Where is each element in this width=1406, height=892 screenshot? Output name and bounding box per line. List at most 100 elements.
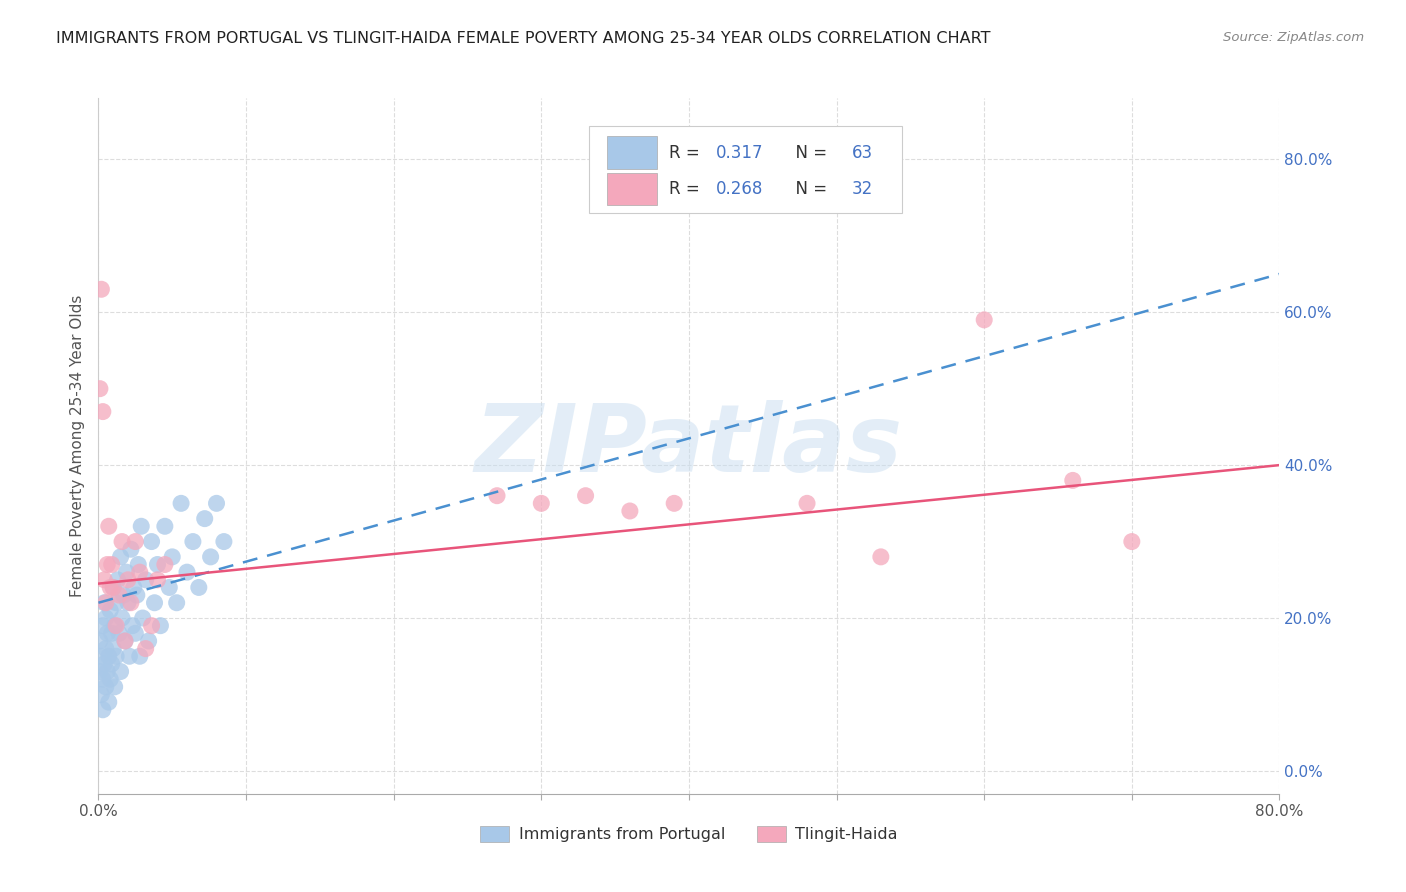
- Point: [91, 404, 114, 418]
- Text: Source: ZipAtlas.com: Source: ZipAtlas.com: [1223, 31, 1364, 45]
- Point: [128, 649, 150, 664]
- Text: N =: N =: [785, 180, 832, 198]
- Point: [141, 618, 163, 632]
- Point: [108, 588, 131, 602]
- Point: [153, 519, 176, 533]
- FancyBboxPatch shape: [607, 136, 657, 169]
- Point: [111, 534, 134, 549]
- FancyBboxPatch shape: [589, 126, 901, 213]
- Point: [120, 542, 142, 557]
- Point: [117, 596, 139, 610]
- Point: [96, 558, 118, 572]
- Point: [114, 634, 136, 648]
- Point: [98, 603, 121, 617]
- Point: [108, 626, 131, 640]
- Point: [162, 549, 183, 564]
- Point: [973, 313, 995, 327]
- Point: [194, 511, 217, 525]
- Point: [94, 680, 117, 694]
- Point: [104, 680, 127, 694]
- Point: [91, 618, 114, 632]
- Point: [94, 641, 117, 656]
- Text: ZIPatlas: ZIPatlas: [475, 400, 903, 492]
- Text: IMMIGRANTS FROM PORTUGAL VS TLINGIT-HAIDA FEMALE POVERTY AMONG 25-34 YEAR OLDS C: IMMIGRANTS FROM PORTUGAL VS TLINGIT-HAID…: [56, 31, 991, 46]
- Text: 63: 63: [852, 144, 873, 161]
- Point: [100, 657, 122, 671]
- Point: [574, 489, 596, 503]
- Point: [124, 534, 146, 549]
- Point: [869, 549, 891, 564]
- Point: [98, 672, 121, 686]
- Point: [103, 641, 125, 656]
- Point: [129, 519, 152, 533]
- Point: [530, 496, 553, 510]
- Text: 32: 32: [852, 180, 873, 198]
- Point: [96, 626, 118, 640]
- Point: [141, 534, 163, 549]
- Text: R =: R =: [669, 180, 704, 198]
- Text: 0.317: 0.317: [716, 144, 763, 161]
- Point: [93, 596, 115, 610]
- Point: [91, 703, 114, 717]
- Point: [93, 573, 115, 587]
- Point: [89, 665, 111, 679]
- Point: [170, 496, 193, 510]
- Point: [176, 565, 198, 579]
- Text: N =: N =: [785, 144, 832, 161]
- Point: [93, 657, 115, 671]
- Point: [212, 534, 235, 549]
- Point: [96, 665, 118, 679]
- Point: [146, 558, 169, 572]
- Point: [115, 565, 138, 579]
- Point: [796, 496, 818, 510]
- Point: [122, 581, 145, 595]
- Point: [110, 665, 132, 679]
- Point: [105, 618, 128, 632]
- Point: [110, 549, 132, 564]
- Point: [138, 634, 160, 648]
- Point: [664, 496, 686, 510]
- Point: [89, 634, 111, 648]
- Point: [128, 565, 150, 579]
- Point: [91, 672, 114, 686]
- Point: [114, 634, 136, 648]
- Point: [153, 558, 176, 572]
- Point: [97, 649, 120, 664]
- Point: [112, 588, 135, 602]
- Point: [187, 581, 209, 595]
- Point: [90, 282, 112, 296]
- Point: [205, 496, 228, 510]
- Point: [149, 618, 172, 632]
- Point: [1121, 534, 1143, 549]
- Point: [486, 489, 509, 503]
- Point: [1062, 474, 1084, 488]
- Point: [117, 573, 139, 587]
- Point: [111, 611, 134, 625]
- Point: [146, 573, 169, 587]
- Point: [90, 649, 112, 664]
- Point: [118, 649, 141, 664]
- Point: [105, 596, 128, 610]
- Point: [143, 596, 166, 610]
- Point: [94, 611, 117, 625]
- Point: [100, 626, 122, 640]
- Point: [124, 626, 146, 640]
- Text: R =: R =: [669, 144, 704, 161]
- Point: [107, 573, 129, 587]
- Point: [98, 581, 121, 595]
- Point: [100, 558, 122, 572]
- Point: [619, 504, 641, 518]
- Point: [166, 596, 188, 610]
- Point: [181, 534, 204, 549]
- Point: [97, 695, 120, 709]
- Point: [135, 641, 157, 656]
- Point: [120, 596, 142, 610]
- Point: [104, 618, 127, 632]
- Point: [103, 581, 125, 595]
- Point: [105, 649, 128, 664]
- Point: [125, 588, 148, 602]
- FancyBboxPatch shape: [607, 172, 657, 205]
- Y-axis label: Female Poverty Among 25-34 Year Olds: Female Poverty Among 25-34 Year Olds: [69, 295, 84, 597]
- Legend: Immigrants from Portugal, Tlingit-Haida: Immigrants from Portugal, Tlingit-Haida: [474, 819, 904, 848]
- Point: [94, 596, 117, 610]
